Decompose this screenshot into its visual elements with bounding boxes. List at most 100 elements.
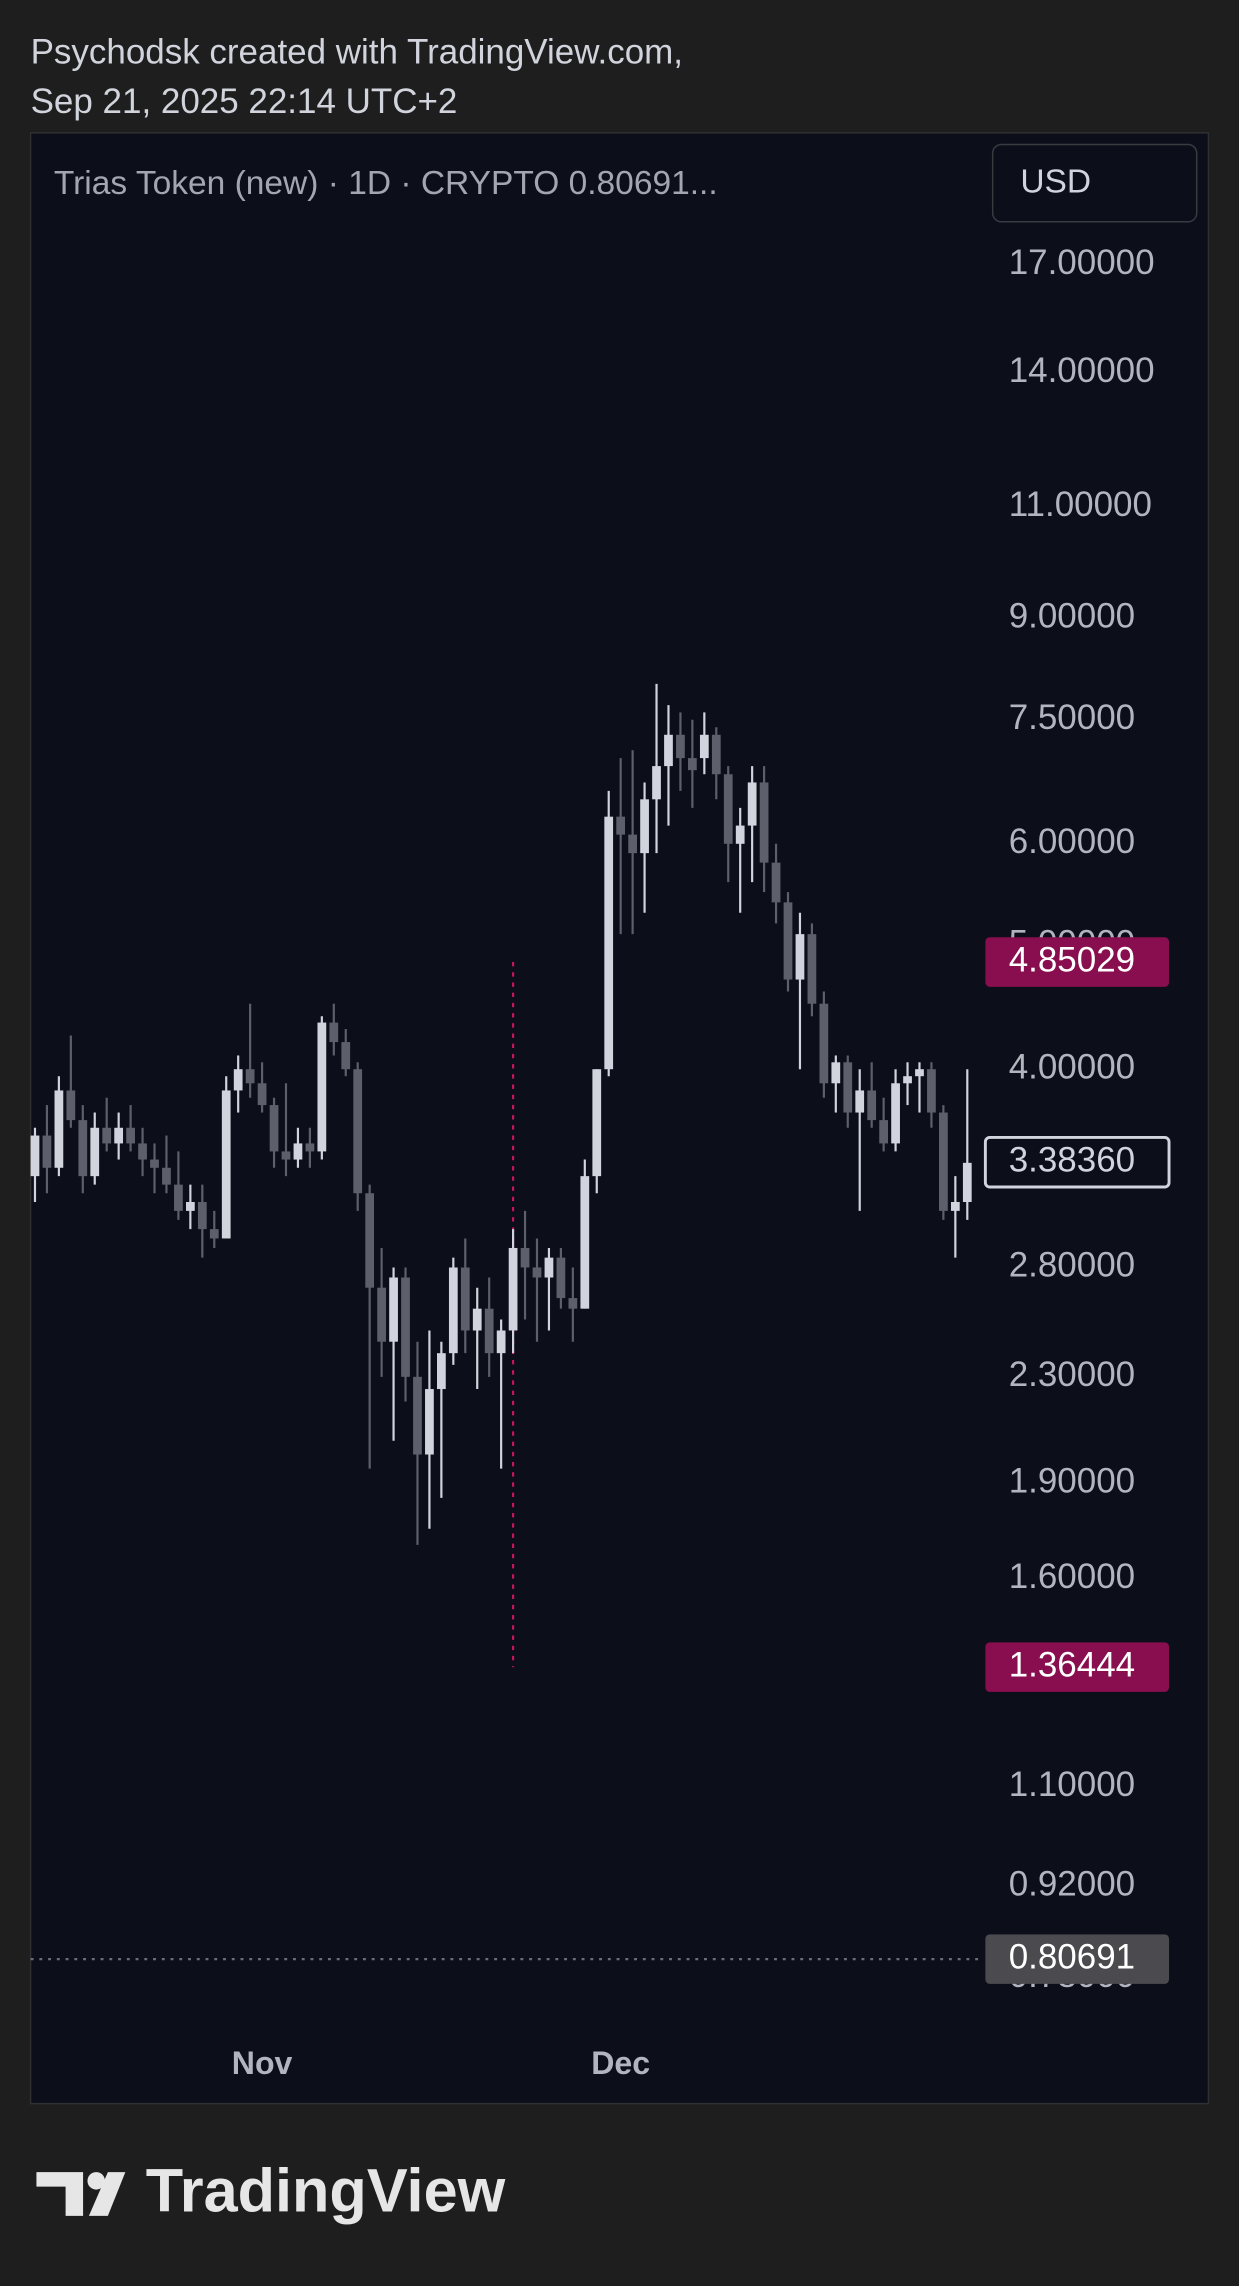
candle-body [544,1257,554,1278]
candle-body [747,782,757,826]
candle-body [867,1090,877,1121]
candle-body [293,1143,303,1160]
logo-icon [36,2172,84,2216]
x-tick-label: Nov [232,2045,293,2081]
candle-body [855,1090,865,1113]
logo: TradingView [36,2157,506,2225]
candle-body [843,1062,853,1113]
candle-body [795,934,805,980]
candle-body [735,825,745,844]
price-label: 3.38360 [1009,1140,1135,1179]
candle-body [341,1042,351,1070]
candle-body [209,1229,219,1239]
candle-body [616,816,626,835]
candle-body [269,1105,279,1152]
candle-body [640,799,649,854]
candle-body [138,1143,147,1160]
candle-body [162,1167,171,1185]
candle-body [425,1389,434,1455]
candle-body [532,1267,542,1278]
candle-body [664,734,673,767]
candle-body [233,1069,243,1091]
candle-body [520,1247,530,1268]
candle-body [915,1069,924,1077]
candle-body [831,1062,841,1084]
y-tick-label: 0.92000 [1009,1864,1135,1903]
y-tick-label: 1.60000 [1009,1557,1135,1596]
y-tick-label: 9.00000 [1009,597,1135,636]
candle-body [771,862,781,903]
y-tick-label: 2.80000 [1009,1246,1135,1285]
candle-body [628,834,637,854]
logo-icon [88,2172,126,2216]
candle-body [78,1120,88,1177]
price-label-box [985,937,1170,987]
currency-label: USD [1020,164,1091,201]
candle-body [460,1267,470,1331]
candle-body [413,1376,422,1455]
candle-body [879,1120,888,1144]
candle-body [604,816,614,1070]
candle-body [891,1083,900,1144]
plot: 17.00000 14.00000 11.00000 9.00000 7.50000 6.… [30,243,1171,2081]
candle-body [711,734,721,775]
header-author: Psychodsk created with TradingView.com, [31,32,683,71]
candle-body [592,1069,602,1177]
candle-body [30,1135,40,1177]
candle-body [42,1135,52,1168]
candle-body [90,1127,100,1177]
price-label: 0.80691 [1009,1937,1135,1976]
candle-body [329,1022,339,1043]
logo-text: TradingView [146,2157,506,2225]
candle-body [508,1247,518,1331]
x-tick-label: Dec [591,2045,650,2081]
currency-button[interactable] [991,143,1198,223]
candle-body [568,1298,578,1309]
candle-body [257,1083,267,1106]
logo-icon [87,2172,105,2190]
candle-body [939,1112,948,1211]
y-tick-label: 17.00000 [1009,243,1155,282]
candle-body [389,1277,398,1342]
candle-body [962,1162,972,1203]
candle-body [377,1287,386,1342]
candle-body [221,1090,231,1239]
y-tick-label: 11.00000 [1009,485,1152,524]
candle-body [688,758,697,771]
candle-body [448,1267,458,1354]
candle-body [126,1127,135,1144]
y-tick-label: 1.90000 [1009,1461,1135,1500]
price-label: 4.85029 [1009,940,1135,979]
candle-body [676,734,685,759]
candle-body [66,1090,76,1121]
candle-body [174,1184,183,1211]
candle-body [245,1069,255,1084]
chart-title: Trias Token (new) · 1D · CRYPTO 0.80691.… [54,165,718,202]
y-tick-label: 2.30000 [1009,1355,1135,1394]
candle-body [783,902,793,980]
y-tick-label: 7.50000 [1009,698,1135,737]
y-tick-label: 6.00000 [1009,822,1135,861]
candle-body [185,1202,195,1211]
header-date: Sep 21, 2025 22:14 UTC+2 [31,82,458,121]
candle-body [927,1069,936,1113]
candle-body [652,766,661,800]
candle-body [281,1151,291,1160]
candle-body [484,1308,494,1354]
candle-body [305,1143,315,1152]
candle-body [353,1069,363,1194]
candle-body [472,1308,482,1331]
candle-body [102,1127,112,1144]
candle-body [54,1090,64,1168]
price-label-box [985,1934,1170,1984]
chart-pane [29,132,1210,2105]
price-label-box [983,1135,1171,1189]
candle-body [437,1353,446,1390]
candle-body [114,1127,124,1144]
candle-body [556,1257,566,1299]
candle-body [807,934,817,1004]
candle-body [496,1330,506,1354]
candle-body [950,1202,960,1211]
